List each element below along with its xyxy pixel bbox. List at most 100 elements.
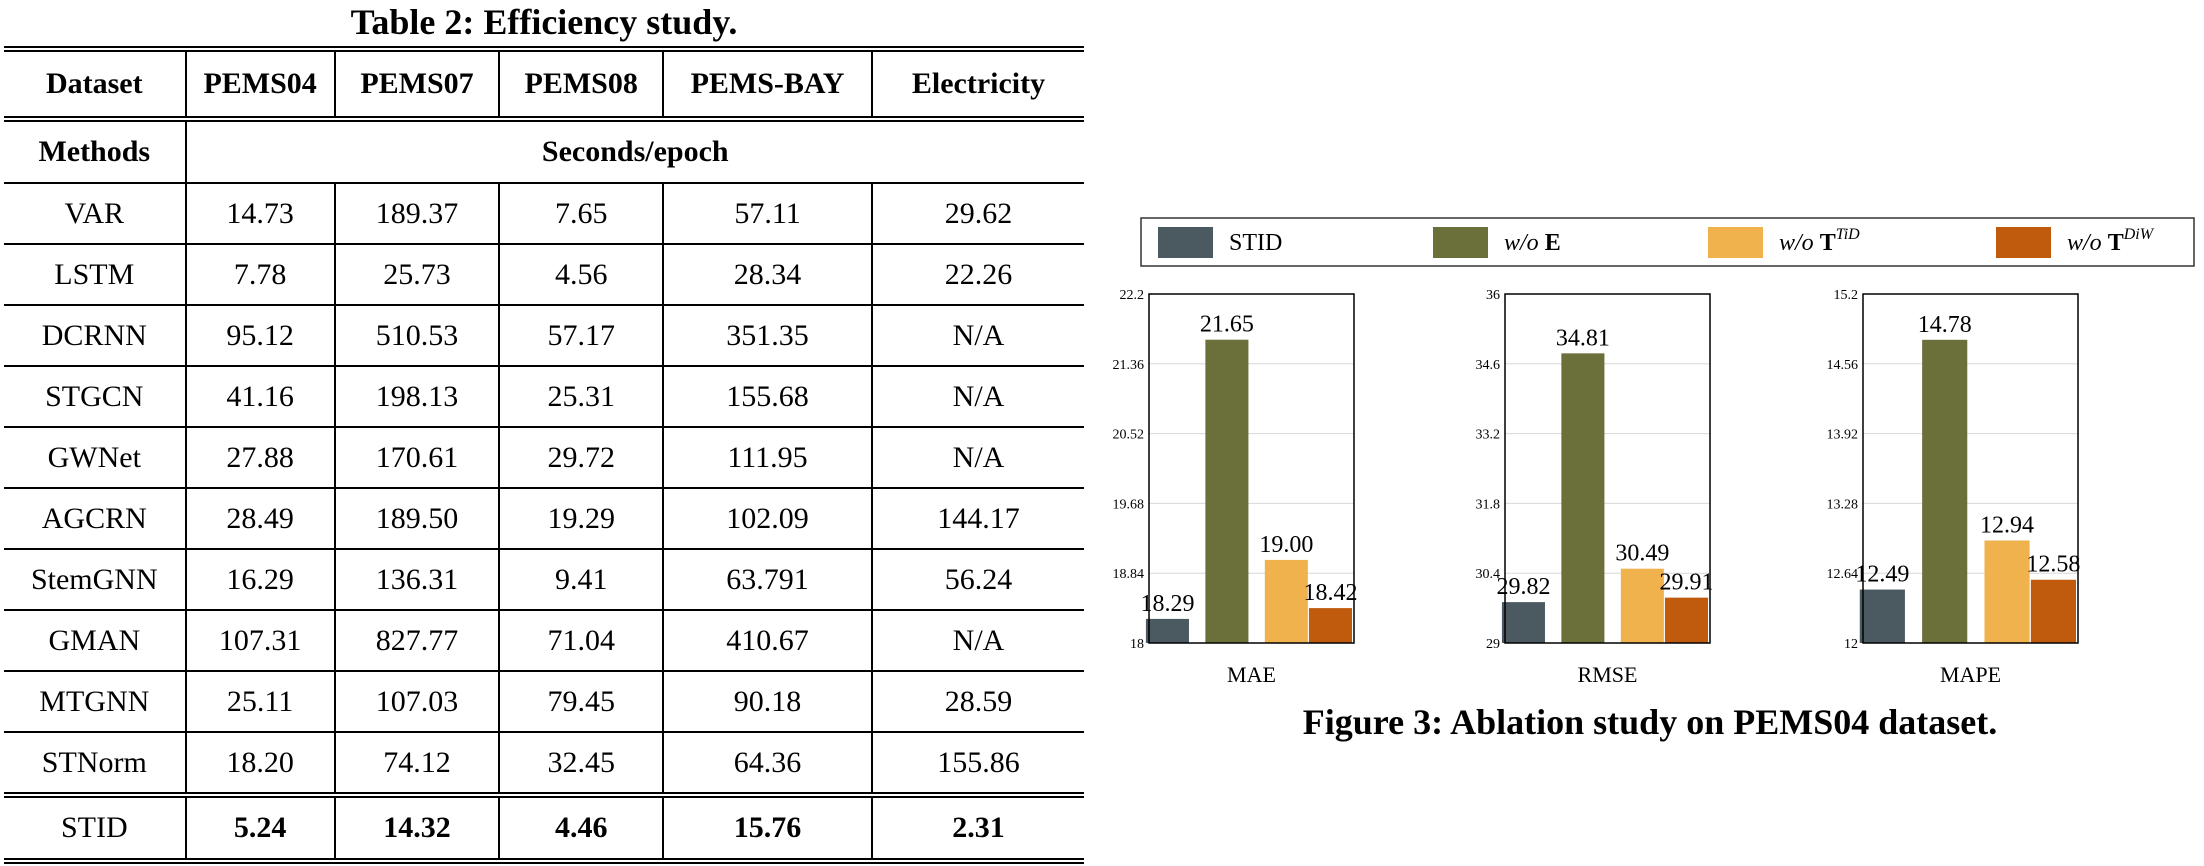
- value-cell: 18.20: [184, 731, 335, 795]
- y-tick-label: 12: [1844, 637, 1858, 652]
- bar: [1308, 608, 1352, 643]
- method-cell: StemGNN: [4, 548, 186, 610]
- value-cell: N/A: [871, 304, 1084, 366]
- y-tick-label: 20.52: [1113, 428, 1145, 443]
- value-cell: 410.67: [662, 609, 873, 671]
- value-cell: 27.88: [184, 426, 335, 488]
- bar: [1145, 618, 1189, 643]
- value-cell: 25.31: [498, 365, 664, 427]
- method-cell: STID: [60, 811, 128, 844]
- bar-value-label: 19.00: [1259, 532, 1313, 558]
- value-cell: 74.12: [333, 731, 500, 795]
- value-cell: 107.03: [333, 670, 500, 732]
- legend-swatch: [1158, 227, 1213, 258]
- header-cell: Dataset: [45, 67, 143, 100]
- method-cell: LSTM: [4, 243, 186, 305]
- legend-swatch: [1433, 227, 1488, 258]
- y-tick-label: 14.56: [1827, 358, 1859, 373]
- method-cell: STGCN: [4, 365, 186, 427]
- table-subheader-row: Methods Seconds/epoch: [4, 119, 1084, 183]
- header-cell: PEMS04: [184, 49, 335, 119]
- value-cell: 7.78: [184, 243, 335, 305]
- value-cell: 189.37: [333, 182, 500, 244]
- value-cell: 136.31: [333, 548, 500, 610]
- value-cell: 19.29: [498, 487, 664, 549]
- method-cell: GMAN: [4, 609, 186, 671]
- value-cell: N/A: [871, 426, 1084, 488]
- value-cell: 510.53: [333, 304, 500, 366]
- legend-entry: w/o TDiW: [2067, 226, 2155, 256]
- value-cell: 15.76: [662, 795, 873, 861]
- efficiency-table: Dataset PEMS04 PEMS07 PEMS08 PEMS-BAY El…: [4, 46, 1084, 864]
- y-tick-label: 13.28: [1827, 497, 1859, 512]
- y-tick-label: 13.92: [1827, 428, 1859, 443]
- ablation-figure: STID w/o E w/o TTiD w/o TDiW 18 18.84 19.68 20.52 2…: [1100, 0, 2200, 866]
- value-cell: 102.09: [662, 487, 873, 549]
- table-row: LSTM 7.78 25.73 4.56 28.34 22.26: [4, 243, 1084, 305]
- table-row: STNorm 18.20 74.12 32.45 64.36 155.86: [4, 731, 1084, 795]
- value-cell: N/A: [871, 609, 1084, 671]
- table-row: VAR 14.73 189.37 7.65 57.11 29.62: [4, 182, 1084, 244]
- y-tick-label: 12.64: [1827, 567, 1859, 582]
- value-cell: 144.17: [871, 487, 1084, 549]
- value-cell: 29.72: [498, 426, 664, 488]
- header-cell: PEMS08: [498, 49, 664, 119]
- y-tick-label: 22.2: [1120, 288, 1145, 303]
- bar: [1984, 540, 2030, 643]
- bar-value-label: 34.81: [1556, 325, 1610, 351]
- x-axis-label: MAPE: [1940, 662, 2001, 687]
- bar: [1205, 339, 1249, 643]
- legend-swatch: [1996, 227, 2051, 258]
- header-cell: PEMS07: [333, 49, 500, 119]
- value-cell: 198.13: [333, 365, 500, 427]
- bar: [1264, 559, 1308, 643]
- bar-value-label: 12.49: [1855, 562, 1909, 588]
- legend-entry: w/o TTiD: [1779, 226, 1860, 256]
- value-cell: 827.77: [333, 609, 500, 671]
- value-cell: 189.50: [333, 487, 500, 549]
- value-cell: 9.41: [498, 548, 664, 610]
- bar: [1561, 353, 1605, 643]
- value-cell: 28.59: [871, 670, 1084, 732]
- plot-frame: [1862, 293, 2079, 644]
- value-cell: 7.65: [498, 182, 664, 244]
- value-cell: 64.36: [662, 731, 873, 795]
- y-tick-label: 21.36: [1113, 358, 1145, 373]
- ablation-chart: STID w/o E w/o TTiD w/o TDiW 18 18.84 19.68 20.52 2…: [1113, 217, 2195, 687]
- method-cell: AGCRN: [4, 487, 186, 549]
- bar-value-label: 29.91: [1659, 570, 1713, 596]
- method-cell: MTGNN: [4, 670, 186, 732]
- bar-value-label: 12.58: [2026, 552, 2080, 578]
- value-cell: 71.04: [498, 609, 664, 671]
- value-cell: 25.11: [184, 670, 335, 732]
- table-row: DCRNN 95.12 510.53 57.17 351.35 N/A: [4, 304, 1084, 366]
- header-cell: Electricity: [871, 49, 1084, 119]
- table-row: AGCRN 28.49 189.50 19.29 102.09 144.17: [4, 487, 1084, 549]
- method-cell: DCRNN: [4, 304, 186, 366]
- bar-value-label: 12.94: [1980, 512, 2034, 538]
- value-cell: 4.56: [498, 243, 664, 305]
- y-tick-label: 34.6: [1476, 358, 1501, 373]
- value-cell: 16.29: [184, 548, 335, 610]
- table-row: GWNet 27.88 170.61 29.72 111.95 N/A: [4, 426, 1084, 488]
- table-row: GMAN 107.31 827.77 71.04 410.67 N/A: [4, 609, 1084, 671]
- value-cell: 95.12: [184, 304, 335, 366]
- value-cell: 56.24: [871, 548, 1084, 610]
- value-cell: 28.34: [662, 243, 873, 305]
- value-cell: 41.16: [184, 365, 335, 427]
- value-cell: 170.61: [333, 426, 500, 488]
- bar: [1922, 339, 1968, 643]
- table-row: STGCN 41.16 198.13 25.31 155.68 N/A: [4, 365, 1084, 427]
- y-tick-label: 33.2: [1476, 428, 1501, 443]
- value-cell: 14.32: [333, 795, 500, 861]
- value-cell: N/A: [871, 365, 1084, 427]
- figure-caption: Figure 3: Ablation study on PEMS04 datas…: [1302, 702, 1998, 742]
- seconds-per-epoch-header: Seconds/epoch: [184, 119, 1084, 183]
- bar-value-label: 18.42: [1303, 580, 1357, 606]
- bar: [1620, 568, 1664, 643]
- y-tick-label: 15.2: [1834, 288, 1859, 303]
- stid-row: STID 5.24 14.32 4.46 15.76 2.31: [4, 795, 1084, 861]
- value-cell: 5.24: [184, 795, 335, 861]
- table-header-row: Dataset PEMS04 PEMS07 PEMS08 PEMS-BAY El…: [4, 49, 1084, 119]
- method-cell: VAR: [4, 182, 186, 244]
